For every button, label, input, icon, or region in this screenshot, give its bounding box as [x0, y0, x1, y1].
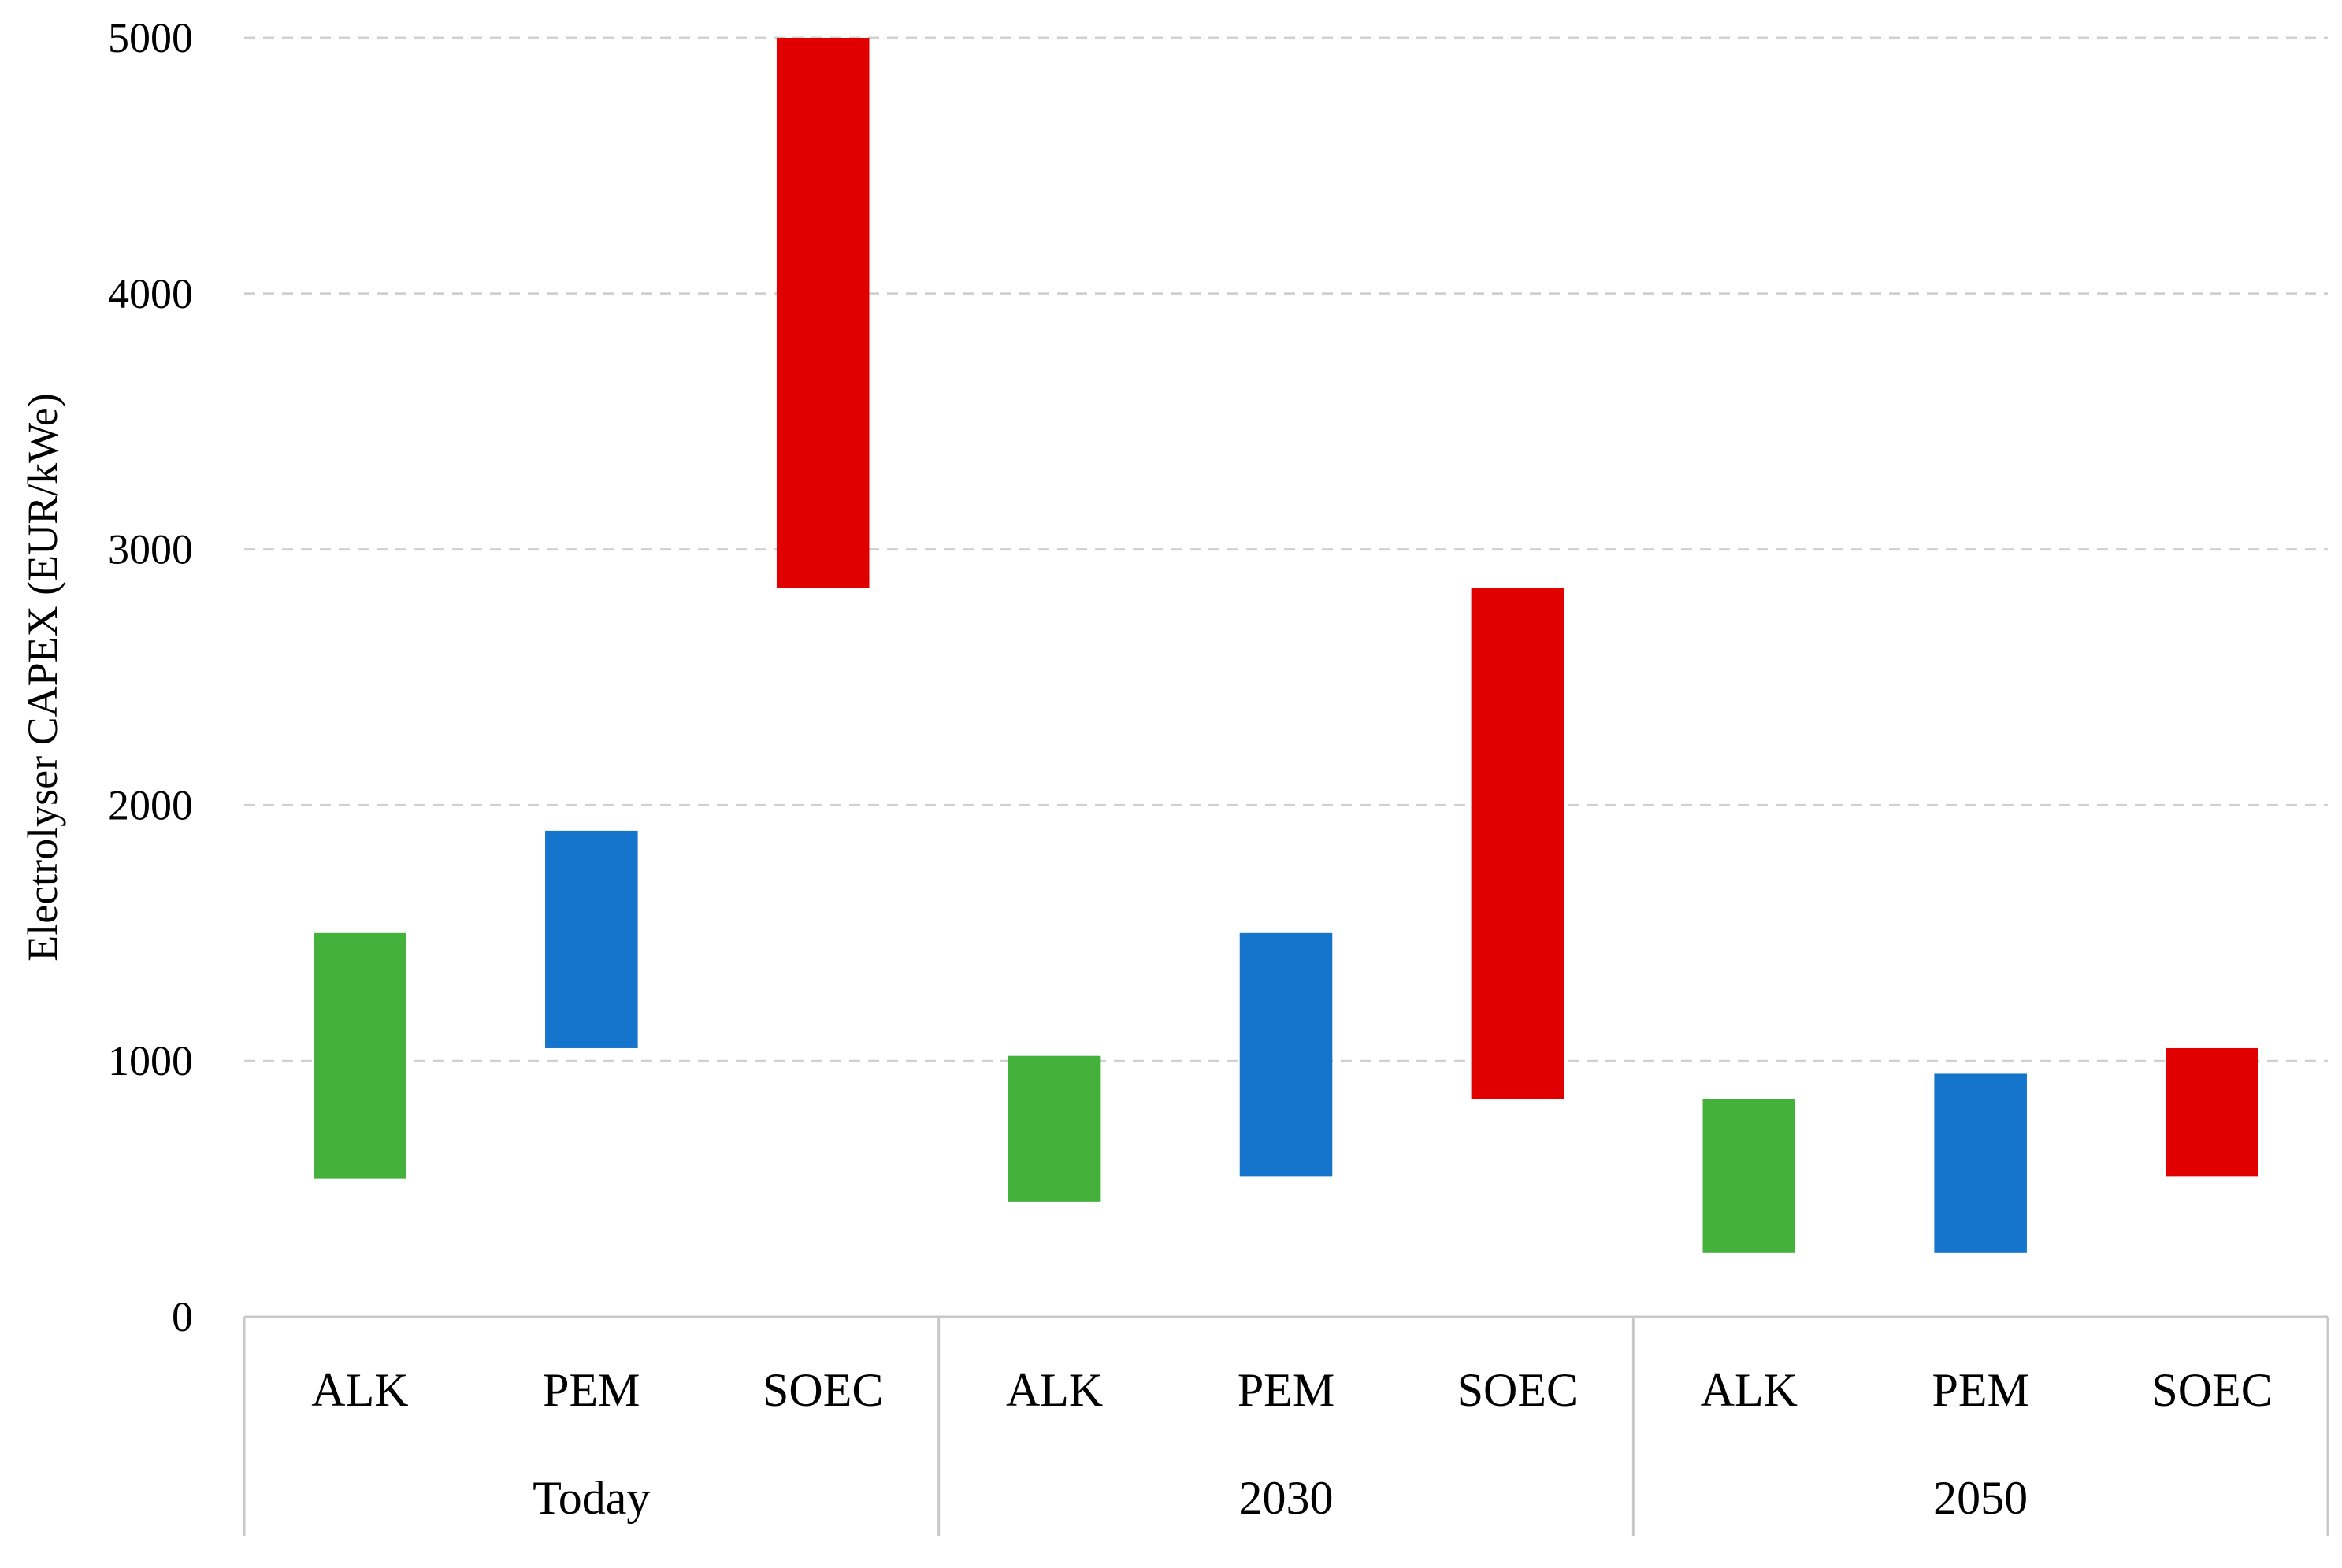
range-bar-2030-alk	[1008, 1055, 1101, 1202]
category-label: PEM	[1238, 1364, 1334, 1416]
x-axis: ALK PEM SOEC ALK PEM SOEC ALK PEM SOEC Today 2030 2…	[243, 1315, 2329, 1536]
group-label: 2030	[1239, 1472, 1334, 1524]
y-tick-label: 5000	[108, 14, 193, 61]
range-bar-2030-pem	[1239, 932, 1333, 1177]
range-bar-today-pem	[545, 830, 638, 1048]
y-tick-label: 3000	[108, 526, 193, 573]
range-bar-2050-soec	[2166, 1047, 2258, 1177]
y-tick-label: 1000	[108, 1037, 193, 1084]
category-label: ALK	[1701, 1364, 1798, 1416]
y-tick-label: 4000	[108, 270, 193, 317]
group-label: 2050	[1933, 1472, 2028, 1524]
group-label: Today	[533, 1472, 650, 1524]
y-axis-title: Electrolyser CAPEX (EUR/kWe)	[19, 393, 66, 962]
category-label: SOEC	[2151, 1364, 2272, 1416]
y-tick-label: 2000	[108, 781, 193, 828]
category-label: ALK	[1006, 1364, 1103, 1416]
category-label: PEM	[1932, 1364, 2028, 1416]
category-label: PEM	[543, 1364, 640, 1416]
range-bar-2050-pem	[1934, 1073, 2027, 1253]
range-bar-today-soec	[776, 38, 870, 588]
range-bar-2050-alk	[1702, 1099, 1796, 1253]
range-bar-2030-soec	[1471, 588, 1564, 1099]
category-label: ALK	[311, 1364, 408, 1416]
y-axis-ticks: 0 1000 2000 3000 4000 5000	[108, 14, 193, 1340]
category-label: SOEC	[763, 1364, 883, 1416]
range-bar-today-alk	[314, 932, 406, 1179]
y-tick-label: 0	[172, 1293, 193, 1340]
range-bars	[314, 38, 2258, 1253]
category-label: SOEC	[1457, 1364, 1578, 1416]
